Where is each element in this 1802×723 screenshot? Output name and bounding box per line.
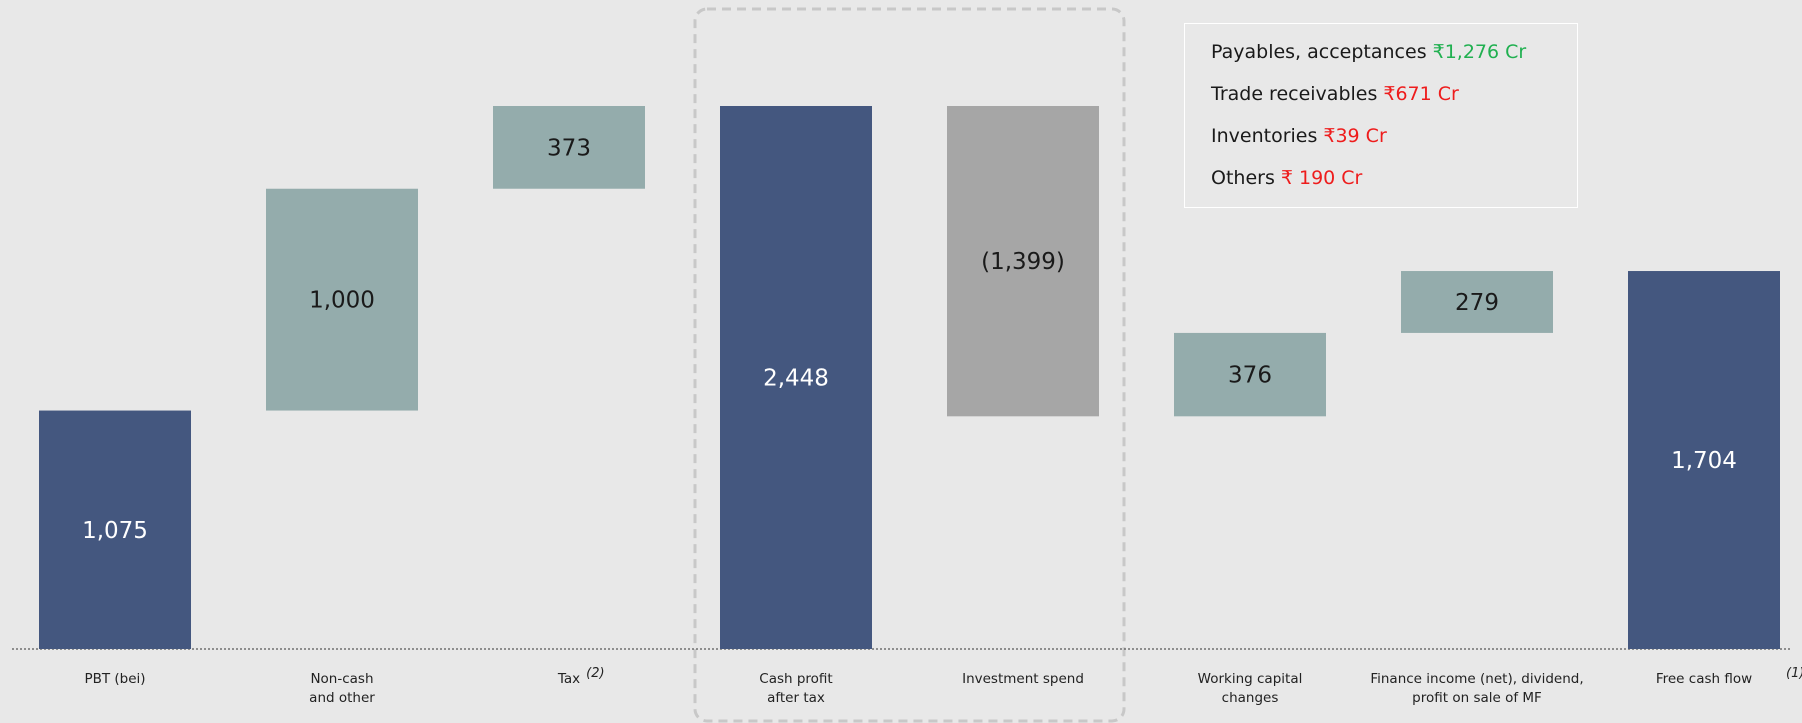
category-label: Cash profit [759, 671, 832, 687]
bar-value-label: 1,000 [309, 288, 375, 314]
footnote-marker: (1) [1786, 666, 1802, 681]
bar-4 [947, 106, 1099, 417]
wc-value: ₹1,276 Cr [1432, 41, 1527, 63]
wc-label: Others [1211, 167, 1275, 189]
bar-3 [720, 106, 872, 649]
bar-value-label: (1,399) [981, 249, 1065, 275]
wc-label: Inventories [1211, 125, 1318, 147]
footnote-marker: (2) [586, 666, 604, 681]
bar-value-label: 2,448 [763, 366, 829, 392]
category-label-line2: and other [309, 690, 375, 706]
bar-value-label: 373 [547, 135, 591, 161]
category-label: PBT (bei) [84, 671, 145, 687]
category-label: Non-cash [310, 671, 373, 687]
bar-5 [1174, 332, 1326, 417]
category-label: Tax [557, 671, 580, 687]
bar-value-label: 376 [1228, 363, 1272, 389]
wc-value: ₹ 190 Cr [1280, 167, 1363, 189]
wc-label: Trade receivables [1211, 83, 1378, 105]
bar-value-label: 1,704 [1671, 448, 1737, 474]
bar-7 [1628, 271, 1780, 649]
wc-row-payables: Payables, acceptances ₹1,276 Cr [1211, 40, 1577, 82]
category-label: Finance income (net), dividend, [1370, 671, 1583, 687]
wc-row-others: Others ₹ 190 Cr [1211, 166, 1577, 208]
wc-row-inventories: Inventories ₹39 Cr [1211, 124, 1577, 166]
highlight-box [693, 7, 1126, 723]
bar-0 [39, 410, 191, 649]
category-label-line2: changes [1222, 690, 1279, 706]
wc-row-receivables: Trade receivables ₹671 Cr [1211, 82, 1577, 124]
bar-2 [493, 106, 645, 189]
category-label: Working capital [1198, 671, 1303, 687]
bar-6 [1401, 271, 1553, 333]
bar-1 [266, 188, 418, 411]
category-label-line2: profit on sale of MF [1412, 690, 1542, 706]
category-label: Free cash flow [1656, 671, 1752, 687]
category-label: Investment spend [962, 671, 1084, 687]
wc-value: ₹39 Cr [1323, 125, 1387, 147]
wc-value: ₹671 Cr [1383, 83, 1459, 105]
wc-label: Payables, acceptances [1211, 41, 1427, 63]
bar-value-label: 279 [1455, 290, 1499, 316]
working-capital-breakdown-box: Payables, acceptances ₹1,276 Cr Trade rec… [1184, 23, 1578, 208]
category-label-line2: after tax [767, 690, 825, 706]
bar-value-label: 1,075 [82, 518, 148, 544]
